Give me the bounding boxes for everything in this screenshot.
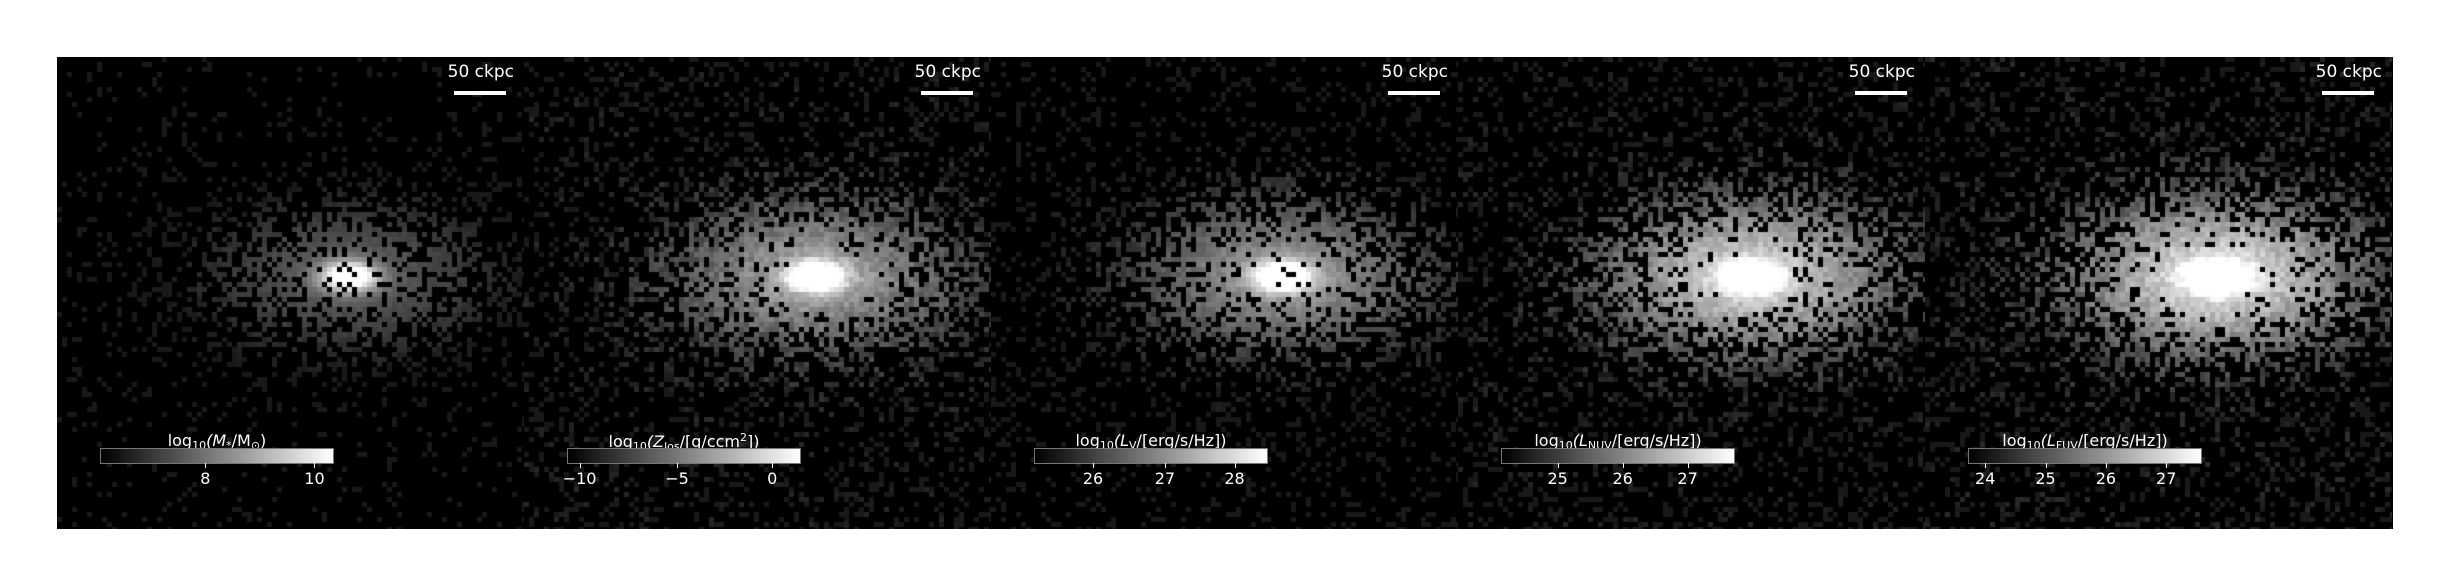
colorbar-tick [2166, 463, 2168, 468]
colorbar-tick-label: 10 [304, 469, 325, 488]
colorbar-label: log10(LNUV/[erg/s/Hz]) [1534, 431, 1702, 452]
panel-stellar-mass: 50 ckpc log10(M*/M⊙) 8 10 [57, 57, 524, 529]
colorbar-tick [2105, 463, 2107, 468]
colorbar-tick-label: 8 [200, 469, 211, 488]
colorbar-tick-label: 26 [1082, 469, 1104, 488]
colorbar-tick [1164, 463, 1166, 468]
colorbar-tick [579, 463, 581, 468]
colorbar-tick [1622, 463, 1624, 468]
image-strip: 50 ckpc log10(M*/M⊙) 8 10 50 ckpc log10(Zlos… [57, 57, 2393, 529]
colorbar-tick [205, 463, 207, 468]
scale-bar [1388, 91, 1440, 95]
colorbar-gradient [1501, 448, 1735, 464]
panel-luminosity-fuv: 50 ckpc log10(LFUV/[erg/s/Hz]) 24 25 26 27 [1925, 57, 2392, 529]
scale-bar [921, 91, 973, 95]
colorbar-tick-label: 26 [1612, 469, 1633, 488]
colorbar-label: log10(LFUV/[erg/s/Hz]) [2002, 431, 2168, 452]
colorbar-tick-label: 27 [1154, 469, 1176, 488]
colorbar-tick-label: −10 [562, 469, 597, 488]
colorbar-gradient [100, 448, 334, 464]
colorbar-tick [1234, 463, 1236, 468]
colorbar-tick-label: 25 [1547, 469, 1568, 488]
colorbar-tick [2045, 463, 2047, 468]
panel-metallicity: 50 ckpc log10(Zlos/[g/ccm2]) −10 −5 0 [524, 57, 991, 529]
scale-bar [1855, 91, 1907, 95]
colorbar-tick-label: 24 [1975, 469, 1996, 488]
scale-label: 50 ckpc [447, 62, 514, 82]
colorbar-tick-label: 0 [767, 469, 778, 488]
colorbar-tick [314, 463, 316, 468]
colorbar-tick [677, 463, 679, 468]
colorbar-tick-label: 26 [2095, 469, 2117, 488]
colorbar-tick [772, 463, 774, 468]
colorbar-tick-label: 27 [1677, 469, 1698, 488]
colorbar-gradient [567, 448, 801, 464]
colorbar-tick-label: 28 [1224, 469, 1245, 488]
colorbar-label: log10(M*/M⊙) [167, 431, 267, 452]
scale-label: 50 ckpc [1381, 62, 1448, 82]
colorbar-label: log10(LV/[erg/s/Hz]) [1075, 431, 1227, 452]
colorbar-tick [1687, 463, 1689, 468]
colorbar-tick [1985, 463, 1987, 468]
colorbar-tick-label: −5 [665, 469, 689, 488]
scale-label: 50 ckpc [2315, 62, 2382, 82]
colorbar-gradient [1968, 448, 2202, 464]
colorbar-tick-label: 27 [2156, 469, 2177, 488]
colorbar-tick [1093, 463, 1094, 468]
panel-luminosity-nuv: 50 ckpc log10(LNUV/[erg/s/Hz]) 25 26 27 [1458, 57, 1925, 529]
scale-label: 50 ckpc [914, 62, 981, 82]
colorbar-gradient [1034, 448, 1268, 464]
scale-bar [454, 91, 506, 95]
colorbar-tick-label: 25 [2035, 469, 2056, 488]
colorbar-tick [1557, 463, 1559, 468]
panel-luminosity-v: 50 ckpc log10(LV/[erg/s/Hz]) 26 27 28 [991, 57, 1458, 529]
scale-bar [2322, 91, 2374, 95]
scale-label: 50 ckpc [1848, 62, 1915, 82]
